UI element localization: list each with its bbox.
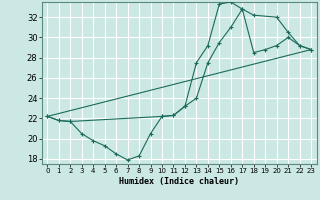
X-axis label: Humidex (Indice chaleur): Humidex (Indice chaleur) — [119, 177, 239, 186]
